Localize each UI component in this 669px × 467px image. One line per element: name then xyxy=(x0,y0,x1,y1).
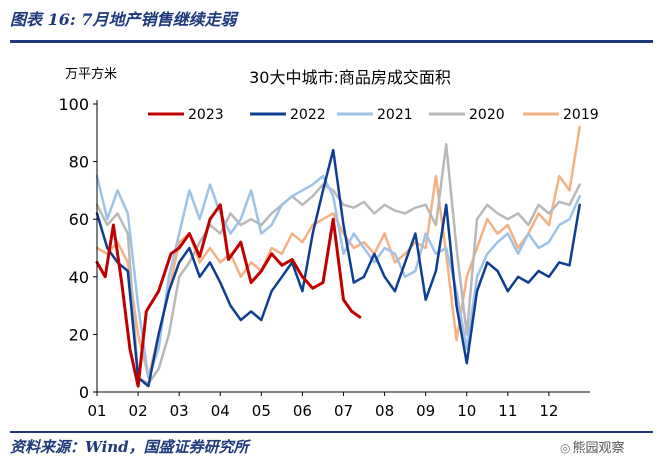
legend-label-2020: 2020 xyxy=(469,107,505,123)
y-tick-label: 40 xyxy=(69,268,89,287)
figure-title: 图表 16: 7月地产销售继续走弱 xyxy=(10,10,237,29)
x-tick-label: 05 xyxy=(252,402,271,420)
x-tick-label: 10 xyxy=(457,402,476,420)
legend-label-2019: 2019 xyxy=(563,107,599,123)
series-line-2023 xyxy=(95,203,362,388)
y-tick-label: 100 xyxy=(58,95,89,114)
y-axis-label: 万平方米 xyxy=(65,66,117,82)
legend: 2023 2022 2021 2020 2019 xyxy=(148,107,599,123)
x-tick-label: 04 xyxy=(211,402,230,420)
bottom-rule xyxy=(10,431,653,433)
series-line-2021 xyxy=(95,174,581,379)
x-tick-label: 01 xyxy=(87,402,106,420)
x-tick-label: 12 xyxy=(539,402,558,420)
x-tick-label: 09 xyxy=(416,402,435,420)
chart-title: 30大中城市:商品房成交面积 xyxy=(249,68,451,87)
watermark-text: 熊园观察 xyxy=(572,441,625,456)
series-lines xyxy=(95,125,581,388)
x-tick-label: 06 xyxy=(293,402,312,420)
legend-label-2022: 2022 xyxy=(290,107,326,123)
y-tick-label: 20 xyxy=(69,325,89,344)
top-rule xyxy=(10,40,653,43)
wechat-icon: ◎ xyxy=(560,441,571,455)
y-tick-label: 60 xyxy=(69,210,89,229)
series-line-2022 xyxy=(95,148,581,388)
x-tick-label: 07 xyxy=(334,402,353,420)
watermark: ◎ 熊园观察 xyxy=(556,436,629,457)
y-tick-label: 0 xyxy=(79,383,89,402)
y-tick-label: 80 xyxy=(69,153,89,172)
legend-label-2023: 2023 xyxy=(188,107,224,123)
x-tick-label: 03 xyxy=(170,402,189,420)
source-note: 资料来源：Wind，国盛证券研究所 xyxy=(10,438,249,456)
legend-label-2021: 2021 xyxy=(377,107,413,123)
x-tick-label: 02 xyxy=(129,402,148,420)
x-tick-label: 08 xyxy=(375,402,394,420)
series-line-2020 xyxy=(95,143,581,385)
axes: 0 20 40 60 80 100 01 02 03 04 05 06 07 08 09 10 11 12 xyxy=(58,95,590,420)
x-tick-label: 11 xyxy=(498,402,517,420)
